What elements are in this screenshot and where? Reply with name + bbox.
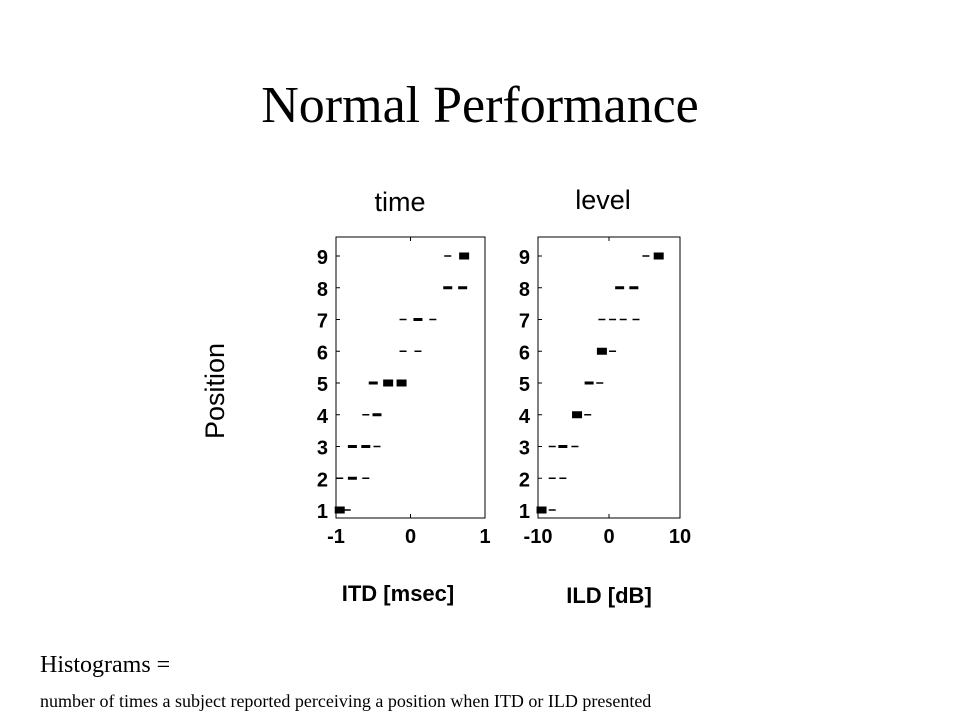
caption-heading: Histograms =	[40, 652, 171, 678]
histogram-cell	[396, 379, 407, 387]
ild-axis-label: ILD [dB]	[566, 583, 652, 608]
histogram-cell	[598, 318, 606, 321]
histogram-cell	[632, 318, 640, 321]
histogram-cell	[429, 318, 437, 321]
histogram-cell	[653, 252, 664, 260]
y-tick-label: 4	[519, 406, 531, 428]
y-tick-label: 8	[519, 279, 530, 301]
y-tick-label: 7	[317, 311, 328, 333]
y-tick-label: 3	[317, 438, 328, 460]
histogram-cell	[336, 477, 344, 479]
histogram-cell	[343, 509, 351, 511]
histogram-cell	[619, 318, 627, 321]
caption-text: number of times a subject reported perce…	[40, 691, 652, 711]
histogram-cell	[362, 414, 370, 416]
y-tick-label: 9	[317, 247, 328, 269]
histogram-cell	[548, 509, 556, 511]
histogram-cell	[548, 445, 556, 448]
histogram-cell	[559, 477, 567, 479]
y-tick-label: 6	[519, 342, 530, 364]
level-panel-title: level	[575, 185, 631, 215]
x-tick-label: 0	[603, 526, 614, 548]
histogram-cell	[347, 445, 357, 448]
histogram-cell	[558, 445, 568, 448]
y-tick-label: 7	[519, 311, 530, 333]
x-tick-label: -1	[327, 526, 345, 548]
histogram-cell	[399, 318, 407, 321]
y-tick-label: 6	[317, 342, 328, 364]
histogram-cell	[458, 286, 468, 290]
histogram-cell	[615, 286, 625, 290]
y-tick-label: 9	[519, 247, 530, 269]
histogram-cell	[443, 286, 453, 290]
x-tick-label: 10	[669, 526, 691, 548]
histogram-cell	[444, 255, 452, 257]
slide-title: Normal Performance	[261, 77, 699, 134]
histogram-cell	[347, 476, 357, 480]
histogram-cell	[596, 382, 604, 384]
x-tick-label: 1	[479, 526, 490, 548]
x-tick-label: 0	[405, 526, 416, 548]
histogram-cell	[362, 477, 370, 479]
histogram-cell	[373, 445, 381, 448]
y-tick-label: 1	[317, 501, 328, 523]
plot-frame	[335, 236, 486, 519]
y-tick-label: 1	[519, 501, 530, 523]
histogram-cell	[372, 413, 382, 417]
plot-frame	[537, 236, 681, 519]
y-tick-label: 5	[317, 374, 328, 396]
histogram-cell	[459, 252, 470, 260]
y-tick-label: 8	[317, 279, 328, 301]
histogram-cell	[414, 350, 422, 352]
level-histogram-panel: 1 2 3 4 5 6 7 8 9 -10 0 10	[519, 236, 691, 548]
histogram-cell	[548, 477, 556, 479]
histogram-cell	[361, 445, 371, 448]
histogram-cell	[571, 445, 579, 448]
histogram-cell	[609, 318, 617, 321]
y-tick-label: 2	[317, 469, 328, 491]
histogram-cell	[642, 255, 650, 257]
histogram-cell	[334, 506, 345, 514]
histogram-cell	[596, 347, 607, 355]
y-tick-label: 4	[317, 406, 329, 428]
time-panel-title: time	[374, 187, 426, 217]
histogram-cell	[399, 350, 407, 352]
histogram-cell	[572, 411, 583, 419]
y-tick-label: 5	[519, 374, 530, 396]
histogram-cell	[609, 350, 617, 352]
histogram-cell	[383, 379, 394, 387]
histogram-cell	[536, 506, 547, 514]
histogram-cell	[368, 381, 378, 385]
histogram-cell	[584, 381, 594, 385]
itd-axis-label: ITD [msec]	[341, 581, 455, 606]
y-tick-label: 2	[519, 469, 530, 491]
y-tick-label: 3	[519, 438, 530, 460]
histogram-cell	[413, 318, 423, 321]
time-histogram-panel: 1 2 3 4 5 6 7 8 9 -1 0 1	[317, 236, 491, 548]
histogram-cell	[629, 286, 639, 290]
histogram-cell	[584, 414, 592, 416]
x-tick-label: -10	[524, 526, 553, 548]
